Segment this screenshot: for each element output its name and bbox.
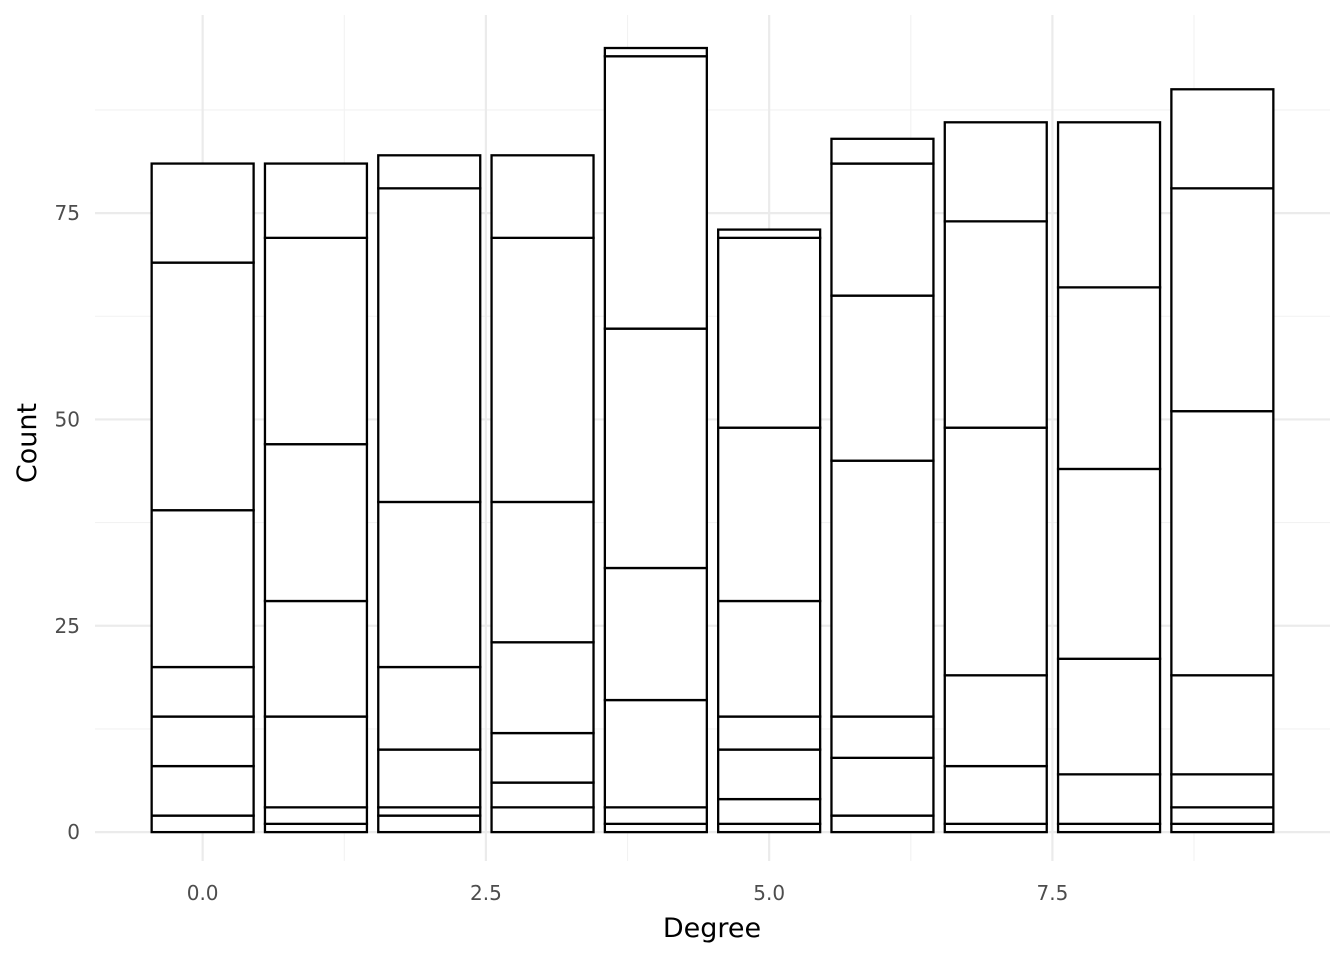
bar-segment [603, 806, 708, 826]
bar-segment [1170, 773, 1275, 809]
bar-stack [263, 162, 369, 834]
bar-segment [263, 806, 369, 826]
bar-segment [490, 154, 595, 239]
bar-segment [1056, 467, 1162, 660]
bar-segment [1170, 674, 1275, 776]
bar-segment [377, 806, 482, 817]
bar-stack [603, 46, 708, 834]
x-axis-tick-labels: 0.0 2.5 5.0 7.5 [187, 881, 1069, 905]
bar-segment [150, 261, 255, 512]
bar-segment [150, 665, 255, 718]
bar-segment [150, 162, 255, 264]
bar-segment [830, 459, 935, 718]
bar-segment [1170, 88, 1275, 190]
bar-stack [830, 137, 935, 834]
bar-segment [943, 822, 1048, 834]
bar-segment [263, 822, 369, 834]
y-tick-label: 50 [55, 407, 80, 431]
bar-segment [490, 781, 595, 809]
bar-segment [830, 756, 935, 817]
bar-segment [717, 822, 822, 834]
bar-segment [1056, 286, 1162, 471]
bar-segment [717, 426, 822, 603]
bar-segment [1170, 187, 1275, 413]
bar-segment [830, 162, 935, 297]
bar-segment [717, 797, 822, 826]
bar-segment [377, 187, 482, 504]
bar-segment [1056, 822, 1162, 834]
bar-segment [830, 814, 935, 834]
bar-segment [377, 748, 482, 809]
bar-stack [490, 154, 595, 834]
x-axis-title: Degree [663, 913, 761, 944]
bar-segment [377, 814, 482, 834]
y-axis-title: Count [12, 403, 43, 483]
bar-segment [717, 228, 822, 239]
bar-segment [717, 748, 822, 801]
bar-stack [150, 162, 255, 834]
bar-segment [490, 806, 595, 834]
y-tick-label: 25 [55, 614, 80, 638]
bar-segment [603, 46, 708, 58]
y-tick-label: 0 [67, 820, 80, 844]
y-tick-label: 75 [55, 201, 80, 225]
x-tick-label: 7.5 [1037, 881, 1069, 905]
bar-segment [943, 121, 1048, 223]
bar-segment [943, 220, 1048, 429]
bar-segment [1170, 822, 1275, 834]
bar-segment [377, 500, 482, 669]
bar-segment [490, 236, 595, 504]
bar-stack [717, 228, 822, 834]
bar-segment [830, 715, 935, 759]
bar-stack [1056, 121, 1162, 834]
bar-segment [943, 764, 1048, 826]
bar-segment [150, 814, 255, 834]
bar-stacks [150, 46, 1275, 834]
bar-segment [490, 500, 595, 644]
bar-segment [150, 764, 255, 817]
bar-segment [717, 715, 822, 751]
bar-segment [830, 294, 935, 462]
x-tick-label: 2.5 [470, 881, 502, 905]
bar-segment [490, 731, 595, 784]
bar-segment [490, 641, 595, 735]
bar-segment [603, 55, 708, 330]
bar-segment [263, 236, 369, 446]
bar-segment [1056, 121, 1162, 289]
bar-segment [263, 162, 369, 239]
bar-segment [717, 236, 822, 429]
bar-segment [150, 715, 255, 768]
bar-segment [377, 154, 482, 190]
bar-segment [150, 509, 255, 669]
x-tick-label: 0.0 [187, 881, 219, 905]
bar-segment [603, 822, 708, 834]
bar-segment [603, 698, 708, 809]
bar-segment [943, 674, 1048, 768]
bar-segment [1056, 657, 1162, 776]
bar-stack [943, 121, 1048, 834]
bar-segment [1056, 773, 1162, 826]
bar-segment [263, 599, 369, 718]
bar-segment [1170, 410, 1275, 677]
bar-segment [603, 327, 708, 570]
bar-segment [263, 715, 369, 809]
bar-segment [1170, 806, 1275, 826]
bar-stack [1170, 88, 1275, 834]
bar-segment [943, 426, 1048, 677]
x-tick-label: 5.0 [753, 881, 785, 905]
bar-segment [263, 443, 369, 603]
bar-segment [603, 566, 708, 702]
y-axis-tick-labels: 0 25 50 75 [55, 201, 80, 844]
bar-stack [377, 154, 482, 834]
bar-segment [377, 665, 482, 751]
bar-segment [717, 599, 822, 718]
bar-segment [830, 137, 935, 165]
